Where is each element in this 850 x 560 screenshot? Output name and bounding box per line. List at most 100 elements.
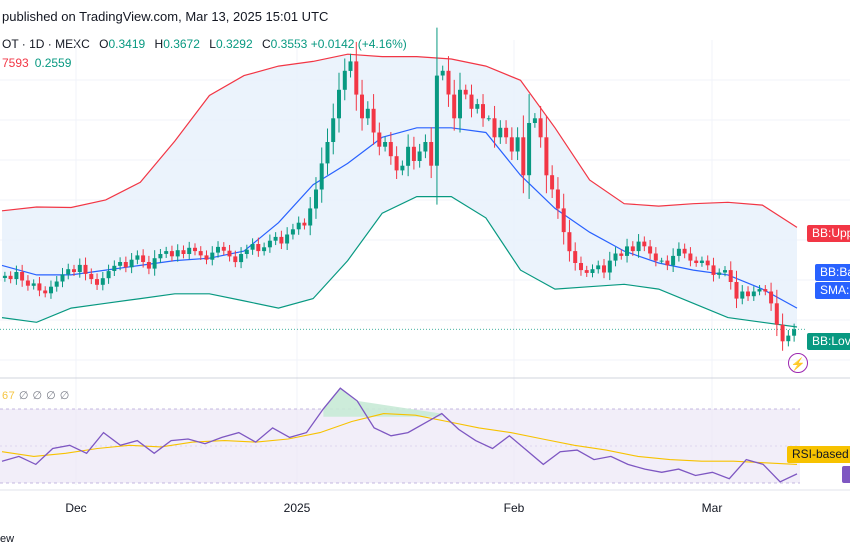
candle-body	[8, 275, 13, 280]
candle-body	[204, 255, 209, 260]
candle-body	[446, 70, 451, 95]
candle-body	[579, 263, 583, 271]
candle-body	[619, 253, 624, 256]
bb-fill-area	[2, 54, 797, 327]
close-label: C	[261, 37, 271, 51]
candle-body	[388, 142, 393, 157]
candle-body	[659, 260, 664, 262]
candle-body	[106, 271, 111, 279]
candle-body	[267, 240, 272, 248]
symbol-label: OT · 1D · MEXC	[2, 37, 90, 51]
bb-upper-line	[1, 53, 798, 228]
candle-body	[285, 234, 290, 244]
lightning-icon[interactable]: ⚡	[788, 353, 808, 373]
candle-body	[792, 329, 797, 336]
candle-body	[676, 248, 681, 256]
high-label: H	[154, 37, 164, 51]
candle-body	[705, 260, 710, 266]
candle-body	[711, 265, 716, 275]
candle-body	[728, 270, 733, 282]
change-value: +0.0142 (+4.16%)	[310, 37, 407, 51]
candle-body	[774, 303, 779, 325]
x-label-2025: 2025	[283, 501, 311, 515]
rsi-legend: 67 ∅ ∅ ∅ ∅	[2, 389, 70, 402]
candle-body	[262, 247, 267, 252]
candle-body	[630, 246, 635, 252]
close-value: 0.3553	[270, 37, 308, 51]
rsi-legend-value: 67	[2, 390, 16, 402]
ohlc-legend: OT · 1D · MEXC O0.3419 H0.3672 L0.3292 C…	[2, 37, 407, 51]
published-caption: published on TradingView.com, Mar 13, 20…	[2, 9, 329, 24]
candle-body	[769, 291, 774, 304]
candle-body	[699, 260, 704, 263]
candle-body	[440, 70, 445, 76]
candle-body	[561, 208, 566, 233]
candle-body	[400, 165, 405, 171]
candle-body	[2, 275, 7, 278]
candle-body	[210, 252, 215, 260]
candle-body	[723, 270, 727, 273]
candle-body	[642, 241, 647, 247]
candle-body	[239, 254, 244, 263]
candle-body	[469, 94, 474, 109]
candle-body	[216, 246, 220, 253]
candle-body	[308, 208, 313, 226]
candle-body	[227, 250, 232, 257]
candle-body	[694, 260, 699, 263]
candle-body	[337, 89, 341, 119]
candle-body	[198, 251, 203, 256]
candle-body	[544, 137, 549, 176]
candle-body	[671, 255, 676, 266]
bb-lower-tag: BB:Lov	[807, 333, 850, 350]
candle-body	[123, 262, 128, 268]
candle-body	[342, 70, 347, 90]
candle-body	[233, 256, 238, 263]
candle-body	[613, 253, 618, 261]
candle-body	[77, 264, 82, 272]
candle-body	[475, 104, 480, 109]
candle-body	[590, 269, 595, 273]
candle-body	[273, 236, 278, 241]
bb-lower-value: 0.2559	[34, 56, 72, 70]
candle-body	[141, 255, 146, 262]
bb-legend: 7593 0.2559	[2, 56, 71, 70]
high-value: 0.3672	[163, 37, 200, 51]
candle-body	[314, 189, 318, 209]
x-label-mar: Mar	[701, 501, 723, 515]
candle-body	[786, 335, 791, 342]
candle-body	[452, 94, 457, 119]
candle-body	[509, 137, 514, 152]
candle-body	[319, 163, 324, 190]
candle-body	[25, 280, 30, 286]
candle-body	[481, 104, 485, 119]
candle-body	[135, 255, 140, 260]
candle-body	[636, 241, 641, 252]
candle-body	[221, 246, 226, 251]
rsi-legend-empty-values: ∅ ∅ ∅ ∅	[18, 390, 70, 402]
candle-body	[434, 75, 439, 166]
candle-body	[112, 265, 117, 271]
candle-body	[129, 259, 134, 268]
rsi-line	[1, 387, 798, 483]
candle-body	[60, 274, 65, 282]
candle-body	[181, 250, 186, 254]
rsi-tag	[842, 466, 850, 483]
candle-body	[118, 262, 123, 266]
candle-body	[746, 291, 750, 297]
candle-body	[83, 264, 88, 274]
candle-body	[187, 247, 192, 254]
candle-body	[256, 244, 261, 252]
candle-body	[89, 273, 94, 280]
candle-body	[95, 279, 99, 285]
candle-body	[20, 272, 25, 281]
candle-body	[653, 253, 658, 261]
bb-basis-line	[1, 127, 798, 309]
rsi-ma-tag: RSI-based	[787, 446, 850, 463]
candle-body	[417, 151, 422, 161]
candle-body	[458, 89, 462, 119]
candle-body	[244, 249, 249, 254]
candle-body	[584, 270, 589, 273]
candle-body	[521, 137, 526, 176]
bb-upper-tag: BB:Upp	[807, 225, 850, 242]
